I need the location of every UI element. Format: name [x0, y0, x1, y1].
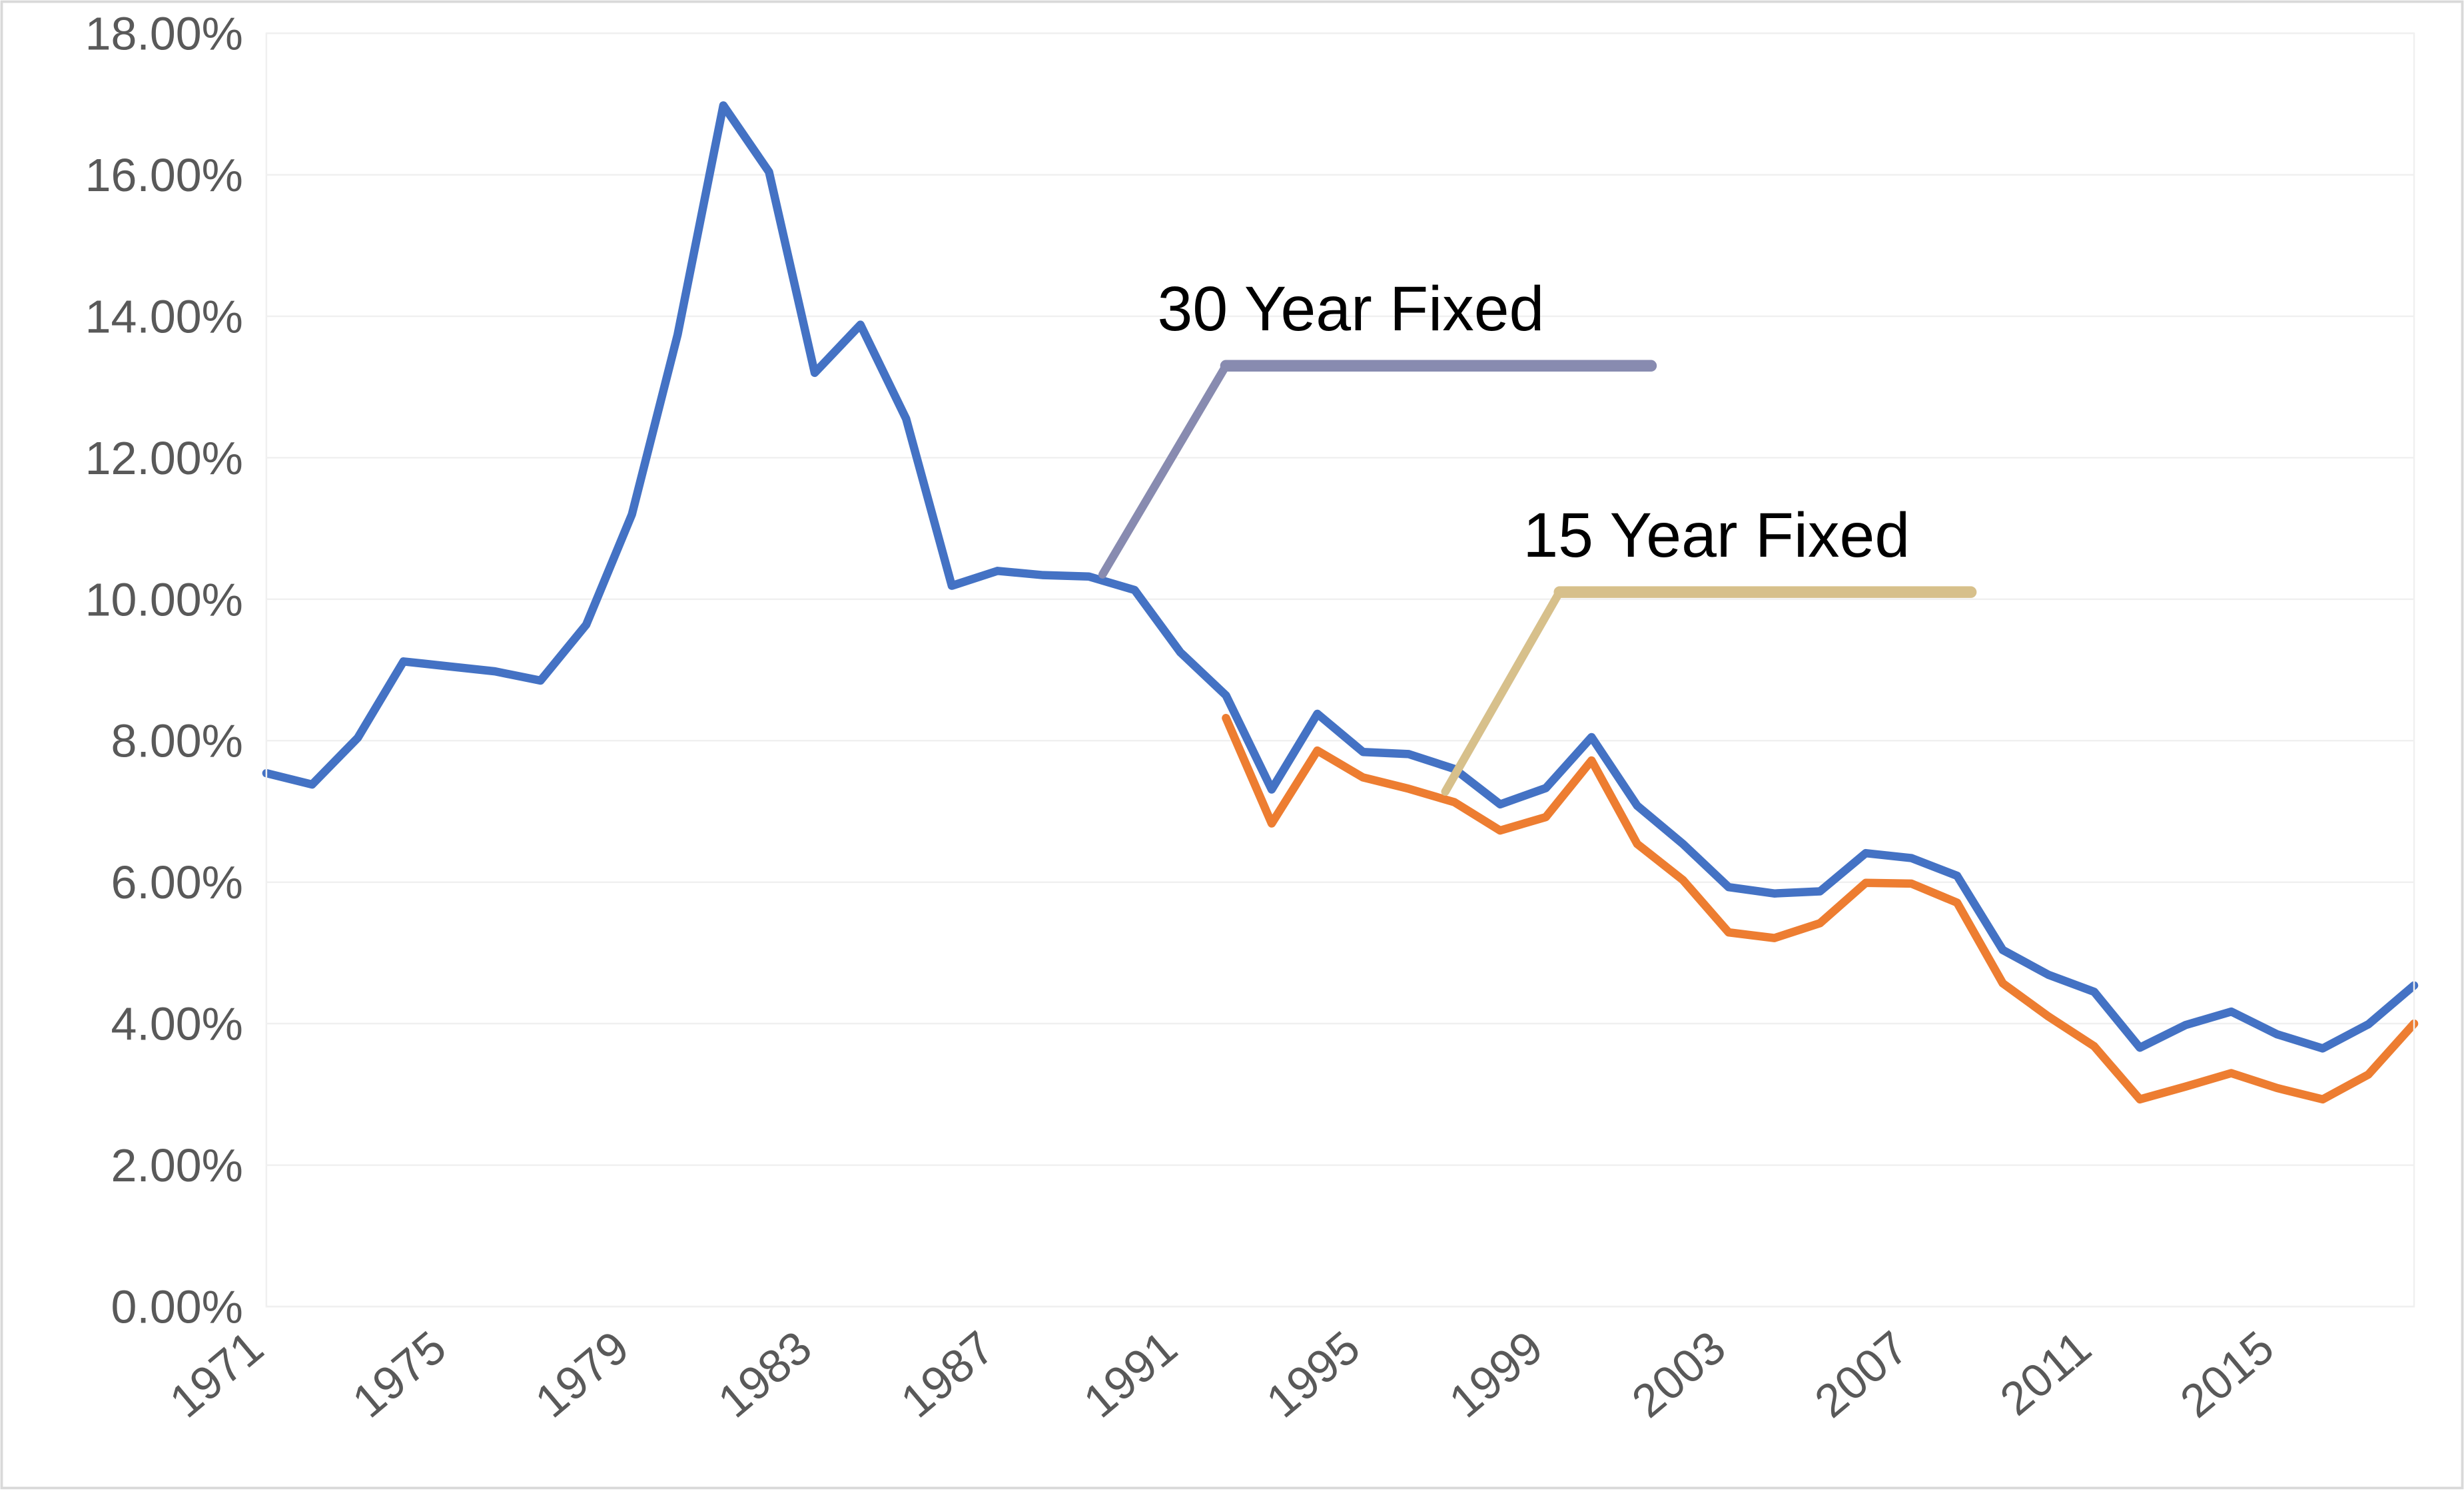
- y-axis-label: 4.00%: [111, 998, 242, 1050]
- y-axis-label: 8.00%: [111, 715, 242, 767]
- y-axis-label: 10.00%: [85, 573, 243, 625]
- x-axis-label: 1975: [343, 1321, 456, 1428]
- series-15-year-fixed: [1226, 718, 2414, 1099]
- annotation-label: 30 Year Fixed: [1158, 274, 1545, 344]
- x-axis-label: 2007: [1805, 1321, 1918, 1428]
- annotation-label: 15 Year Fixed: [1523, 500, 1910, 571]
- x-axis-label: 2015: [2170, 1321, 2283, 1428]
- y-axis-label: 6.00%: [111, 856, 242, 908]
- annotation-leader: [1445, 592, 1971, 792]
- line-chart: 0.00% 2.00% 4.00% 6.00% 8.00% 10.00% 12.00% 14.…: [0, 0, 2464, 1490]
- x-axis-label: 1991: [1074, 1321, 1186, 1428]
- y-axis-label: 0.00%: [111, 1281, 242, 1333]
- x-axis-label: 2003: [1622, 1321, 1735, 1428]
- x-axis-label: 1999: [1439, 1321, 1552, 1428]
- chart-container: 0.00% 2.00% 4.00% 6.00% 8.00% 10.00% 12.00% 14.…: [0, 0, 2464, 1490]
- x-axis-label: 1987: [891, 1321, 1004, 1428]
- x-axis-label: 1979: [526, 1321, 638, 1428]
- y-axis-label: 2.00%: [111, 1139, 242, 1191]
- y-axis-label: 12.00%: [85, 432, 243, 484]
- x-axis-label: 1995: [1257, 1321, 1370, 1428]
- x-axis-label: 2011: [1990, 1321, 2100, 1425]
- y-axis-label: 14.00%: [85, 290, 243, 342]
- x-axis-label: 1971: [160, 1321, 272, 1428]
- y-axis-label: 18.00%: [85, 7, 243, 59]
- x-axis-label: 1983: [708, 1321, 821, 1428]
- y-axis-label: 16.00%: [85, 149, 243, 201]
- series-30-year-fixed: [266, 105, 2414, 1048]
